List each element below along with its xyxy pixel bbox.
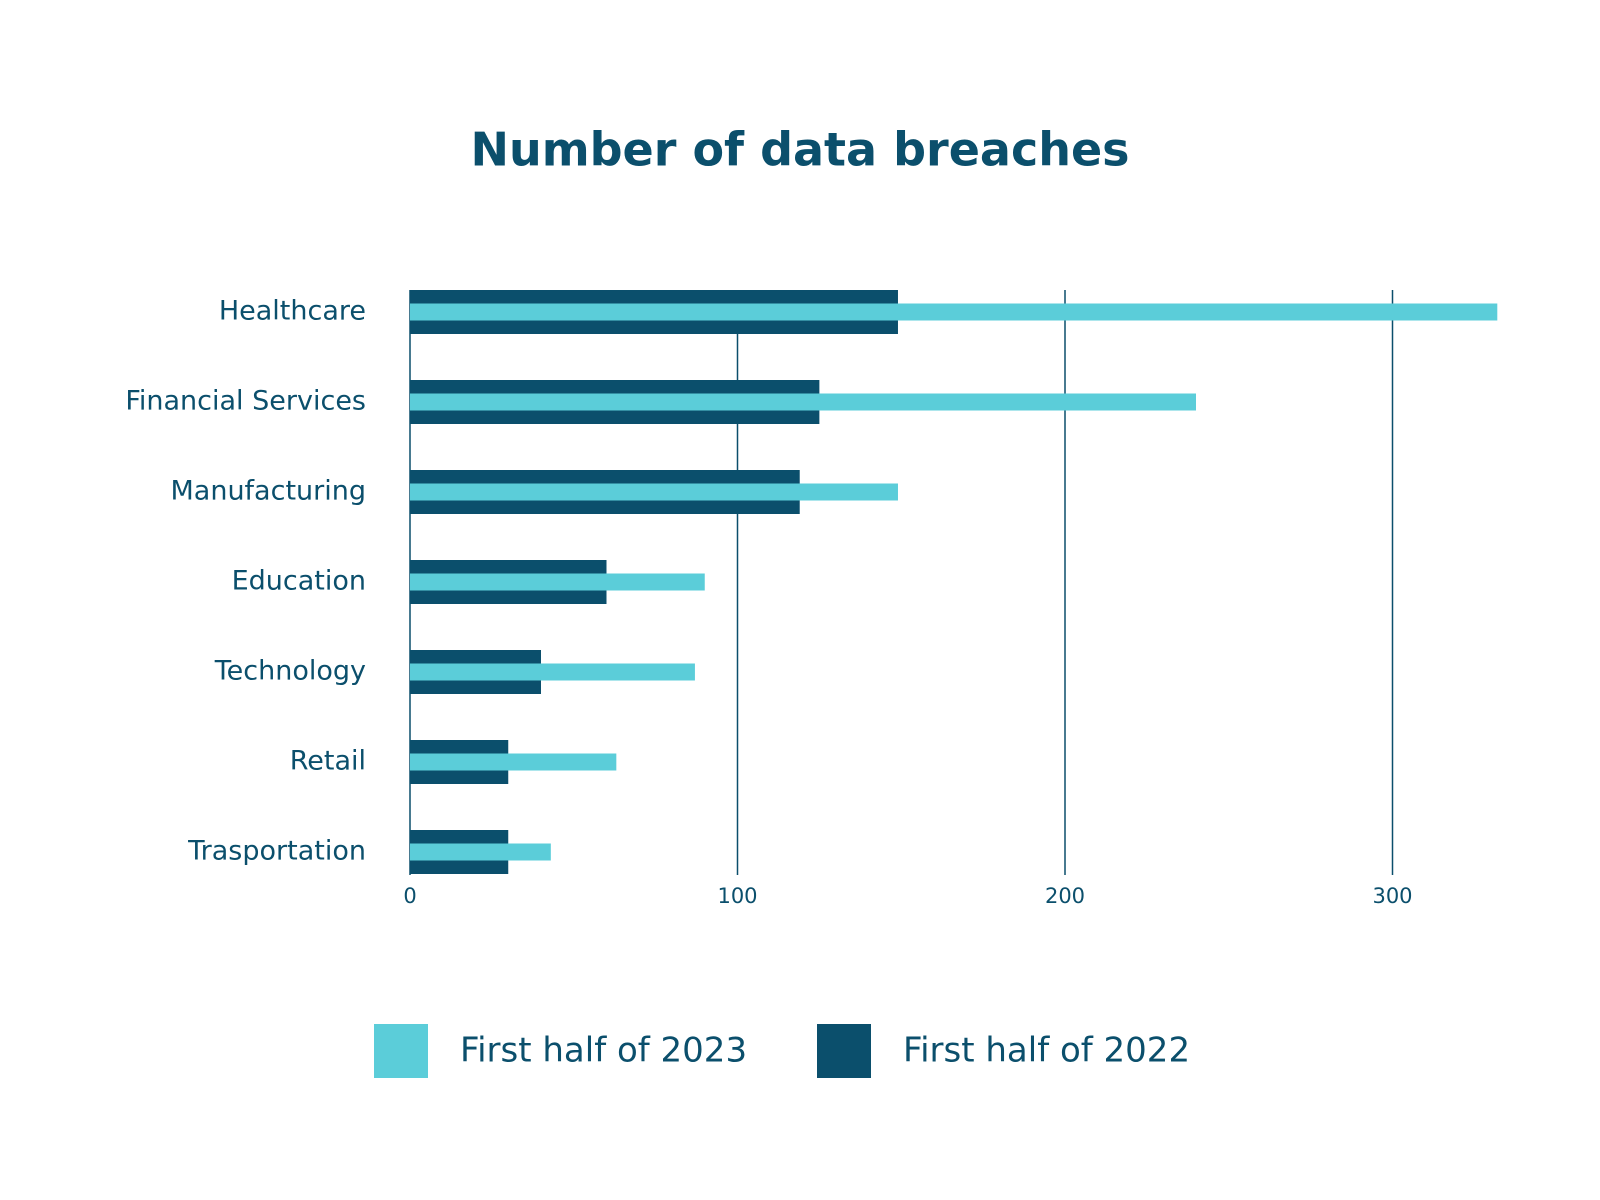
y-tick-label: Retail: [290, 746, 366, 777]
x-tick-label: 200: [1045, 884, 1085, 908]
bar: [410, 663, 695, 681]
y-tick-label: Financial Services: [125, 386, 366, 417]
bar: [410, 753, 617, 771]
x-tick-label: 100: [717, 884, 757, 908]
legend-label: First half of 2023: [460, 1031, 747, 1071]
y-tick-label: Manufacturing: [170, 476, 366, 507]
legend-swatch: [817, 1024, 871, 1078]
legend-label: First half of 2022: [903, 1031, 1190, 1071]
chart-title: Number of data breaches: [470, 123, 1129, 177]
x-tick-label: 0: [403, 884, 416, 908]
y-tick-label: Technology: [214, 656, 366, 687]
bar: [410, 393, 1196, 411]
y-tick-label: Trasportation: [187, 836, 366, 867]
bar: [410, 483, 898, 501]
legend-swatch: [374, 1024, 428, 1078]
bar: [410, 843, 551, 861]
y-tick-label: Healthcare: [219, 296, 366, 327]
y-tick-label: Education: [232, 566, 366, 597]
bar: [410, 573, 705, 591]
bar: [410, 303, 1498, 321]
x-tick-label: 300: [1372, 884, 1412, 908]
